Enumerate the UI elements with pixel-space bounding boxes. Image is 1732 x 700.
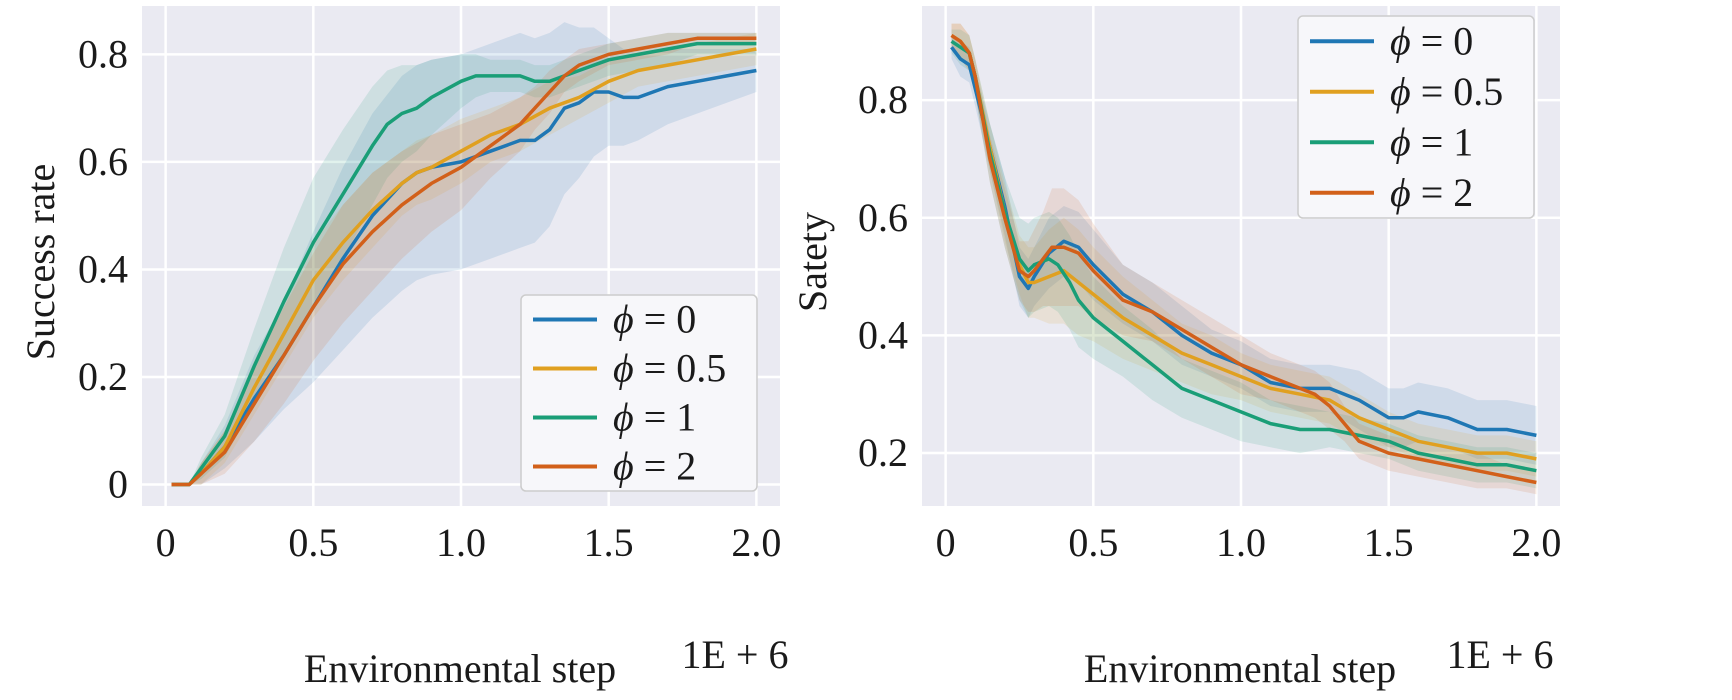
series-lines	[171, 36, 757, 487]
band-series-0	[171, 22, 757, 485]
line-series-2	[171, 41, 757, 487]
y-axis-label: Success rate	[18, 164, 63, 361]
x-tick-label: 2.0	[1511, 520, 1561, 565]
legend: ϕ = 0ϕ = 0.5ϕ = 1ϕ = 2	[520, 294, 758, 492]
safety-panel: 0 0.5 1.0 1.5 2.0 0.2 0.4 0.6 0.8 Environmental…	[790, 6, 1561, 691]
legend: ϕ = 0 ϕ = 0.5 ϕ = 1 ϕ = 2	[1297, 15, 1535, 219]
legend-label: ϕ = 0.5	[613, 346, 726, 391]
legend-frame	[520, 294, 758, 492]
legend-label: ϕ = 2	[613, 444, 696, 489]
x-tick-label: 2.0	[731, 520, 781, 565]
legend-label: ϕ = 0.5	[1390, 69, 1503, 114]
x-tick-label: 1.0	[1216, 520, 1266, 565]
legend-label: ϕ = 2	[1390, 170, 1473, 215]
success-rate-panel: 0 0.5 1.0 1.5 2.0 0 0.2 0.4 0.6 0.8 Environmenta…	[18, 6, 789, 691]
y-tick-label: 0.6	[78, 139, 128, 184]
y-tick-label: 0.2	[858, 430, 908, 475]
x-tick-label: 0	[936, 520, 956, 565]
x-tick-labels: 0 0.5 1.0 1.5 2.0	[156, 520, 782, 565]
x-axis-label: Environmental step	[1084, 646, 1396, 691]
line-series-3	[950, 33, 1537, 485]
legend-label: ϕ = 1	[613, 395, 696, 440]
line-series-0	[171, 68, 757, 487]
x-tick-label: 0.5	[1068, 520, 1118, 565]
x-axis-multiplier: 1E + 6	[682, 632, 789, 677]
y-tick-label: 0.4	[78, 246, 128, 291]
legend-label: ϕ = 0	[1390, 18, 1473, 63]
x-axis-multiplier: 1E + 6	[1447, 632, 1554, 677]
line-series-3	[171, 36, 757, 487]
x-axis-label: Environmental step	[304, 646, 616, 691]
y-axis-label: Satety	[790, 212, 835, 312]
line-series-1	[171, 47, 757, 487]
x-tick-label: 1.5	[584, 520, 634, 565]
band-series-3	[951, 23, 1537, 495]
x-tick-labels: 0 0.5 1.0 1.5 2.0	[936, 520, 1562, 565]
y-tick-label: 0	[108, 461, 128, 506]
legend-label: ϕ = 1	[1390, 119, 1473, 164]
series-lines	[950, 33, 1537, 485]
y-tick-labels: 0 0.2 0.4 0.6 0.8	[78, 31, 128, 506]
y-tick-label: 0.8	[858, 77, 908, 122]
band-series-2	[951, 29, 1537, 489]
legend-label: ϕ = 0	[613, 297, 696, 342]
y-tick-label: 0.4	[858, 312, 908, 357]
y-tick-label: 0.6	[858, 195, 908, 240]
legend-frame	[1297, 15, 1535, 219]
x-tick-label: 0	[156, 520, 176, 565]
y-tick-label: 0.8	[78, 31, 128, 76]
y-tick-label: 0.2	[78, 354, 128, 399]
y-tick-labels: 0.2 0.4 0.6 0.8	[858, 77, 908, 475]
x-tick-label: 1.5	[1364, 520, 1414, 565]
x-tick-label: 0.5	[288, 520, 338, 565]
x-tick-label: 1.0	[436, 520, 486, 565]
